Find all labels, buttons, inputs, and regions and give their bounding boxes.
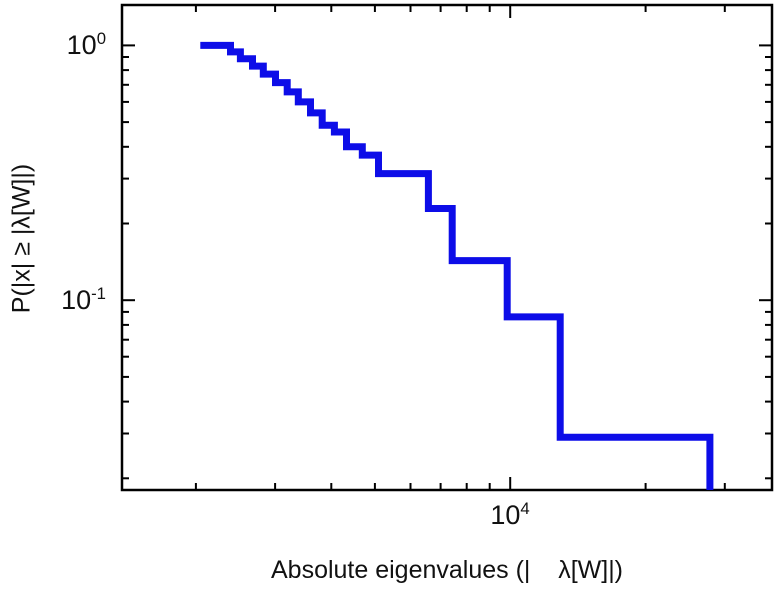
tick-exponent: -1 (91, 284, 106, 303)
tick-exponent: 4 (520, 499, 530, 518)
x-axis-label: Absolute eigenvalues (| λ[W]|) (270, 556, 624, 584)
tick-base: 10 (66, 30, 97, 60)
tick-exponent: 0 (96, 29, 106, 48)
y-tick-label-1e0: 100 (38, 30, 106, 60)
y-axis-label: P(|x| ≥ |λ[W]|) (7, 163, 36, 314)
y-tick-label-1e-1: 10-1 (24, 285, 106, 315)
tick-base: 10 (490, 500, 521, 530)
x-tick-label-1e4: 104 (465, 500, 555, 530)
tick-base: 10 (61, 285, 92, 315)
